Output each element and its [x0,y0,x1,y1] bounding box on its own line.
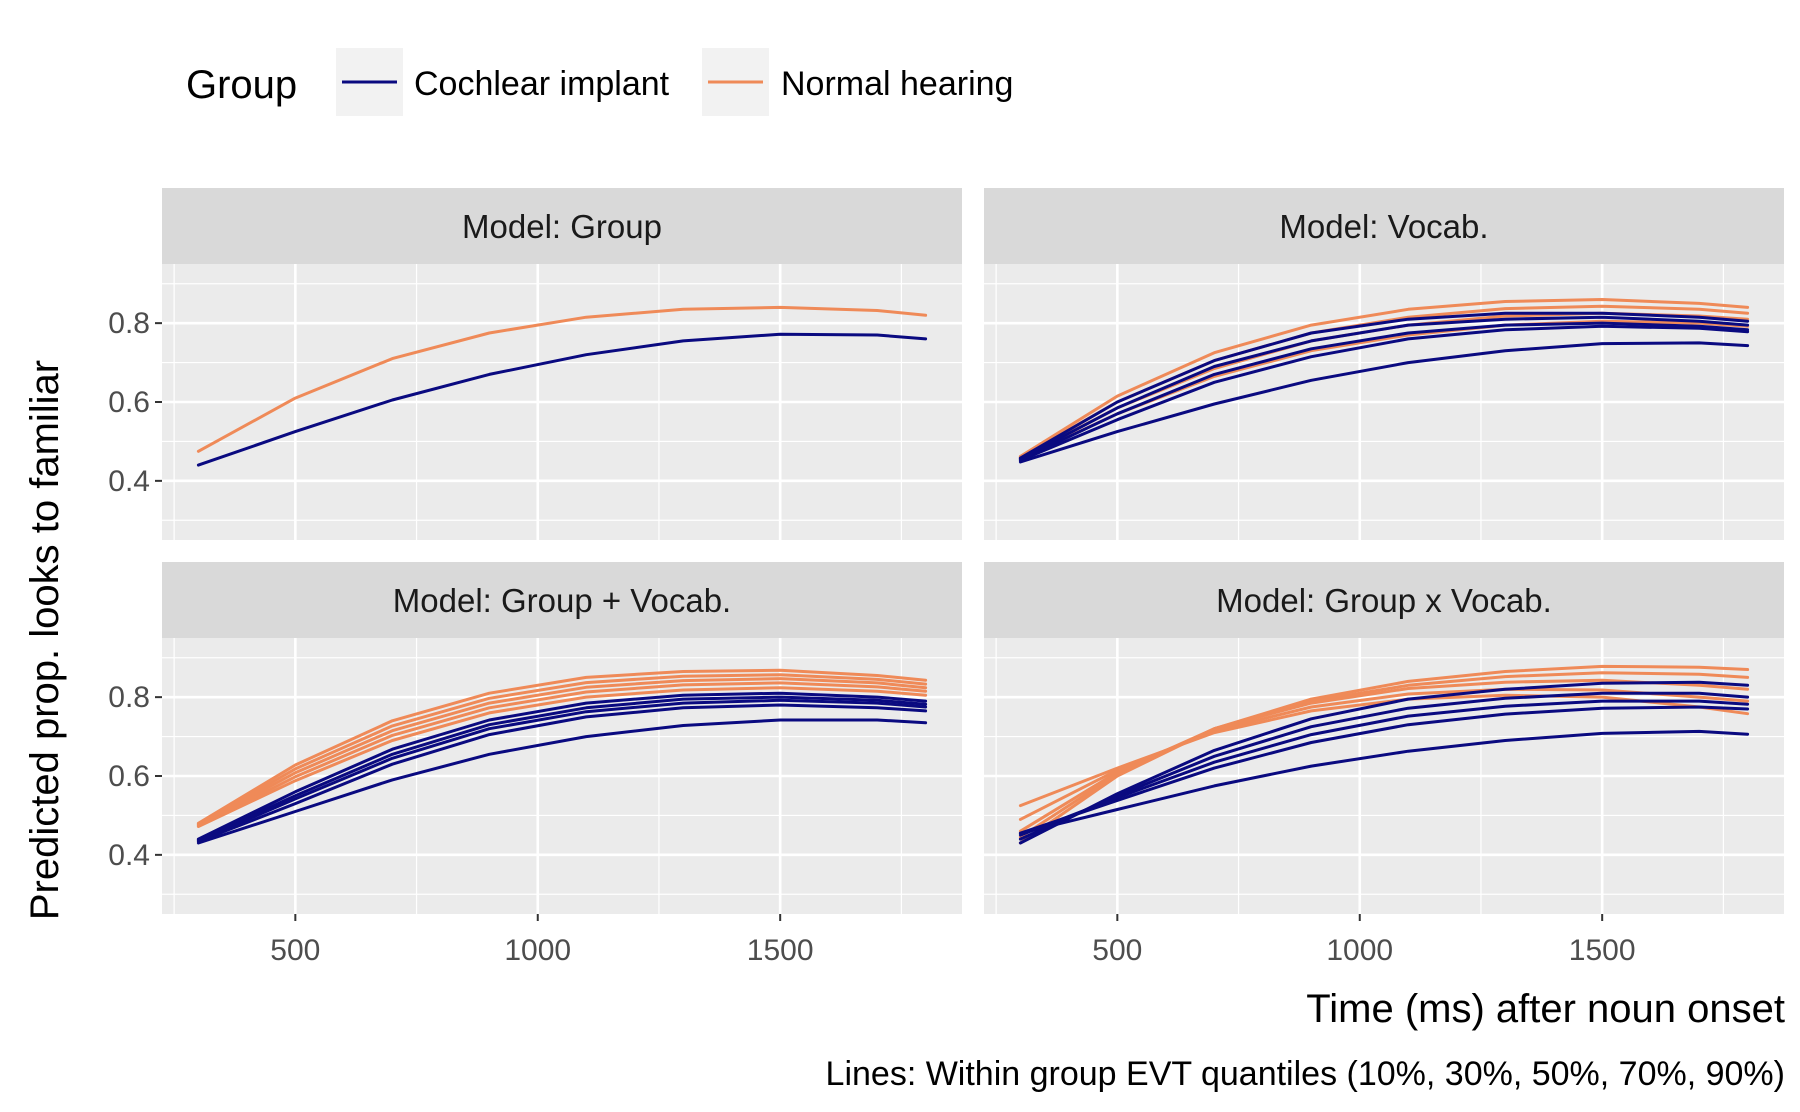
x-tick-label: 500 [270,934,320,967]
facet-strip [984,188,1784,264]
facet-strip-label: Model: Group [462,208,662,245]
y-tick-label: 0.8 [108,307,150,340]
y-tick-label: 0.4 [108,465,150,498]
series-line [1018,321,1750,462]
legend-label-normal-hearing: Normal hearing [781,65,1013,103]
facet-panel: Model: Vocab. [984,188,1784,540]
facet-panel: Model: Group x Vocab. 500 1000 1500 [984,562,1784,967]
series-line [196,691,928,841]
facet-strip [984,562,1784,638]
series-line [196,332,928,467]
facet-strip-label: Model: Group x Vocab. [1216,582,1552,619]
legend: Group Cochlear implant Normal hearing [186,48,1013,116]
series-line [1018,699,1750,837]
series-line [196,703,928,843]
series-line [1018,324,1750,462]
x-axis-title: Time (ms) after noun onset [1306,987,1785,1031]
series-line [1018,705,1750,835]
panels: Model: Group 0.4 0.6 0.8 Model: Vocab. Model:… [108,188,1784,967]
series-line [1018,341,1750,464]
y-tick-label: 0.4 [108,839,150,872]
y-tick-label: 0.6 [108,386,150,419]
series-line [1018,680,1750,845]
x-tick-label: 1500 [1569,934,1636,967]
series-line [1018,311,1750,460]
facet-strip [162,562,962,638]
x-tick-label: 1500 [747,934,814,967]
series-line [196,677,928,827]
series-line [1018,315,1750,461]
y-tick-label: 0.8 [108,681,150,714]
facet-panel: Model: Group 0.4 0.6 0.8 [108,188,962,540]
series-line [196,668,928,825]
x-tick-label: 1000 [504,934,571,967]
series-line [1018,298,1750,458]
series-line [196,305,928,453]
y-tick-label: 0.6 [108,760,150,793]
facet-strip [162,188,962,264]
chart-caption: Lines: Within group EVT quantiles (10%, … [826,1055,1785,1093]
legend-label-cochlear-implant: Cochlear implant [414,65,670,103]
y-axis-title: Predicted prop. looks to familiar [23,360,67,920]
series-line [196,681,928,828]
x-tick-label: 500 [1092,934,1142,967]
facet-strip-label: Model: Group + Vocab. [393,582,731,619]
series-line [196,718,928,845]
facet-panel: Model: Group + Vocab. 0.4 0.6 0.8 500 1000 150… [108,562,962,967]
facet-strip-label: Model: Vocab. [1279,208,1488,245]
series-line [196,686,928,828]
series-line [196,698,928,843]
series-line [1018,691,1750,841]
series-line [1018,729,1750,835]
series-line [196,673,928,826]
x-tick-label: 1000 [1326,934,1393,967]
series-line [196,695,928,842]
legend-title: Group [186,63,297,107]
